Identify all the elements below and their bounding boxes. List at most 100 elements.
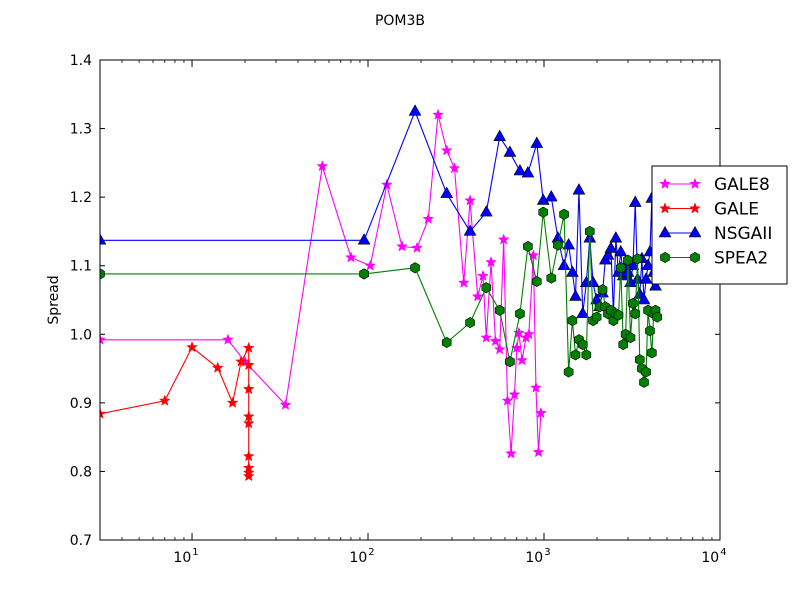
data-point-nsgaii <box>513 163 527 176</box>
y-tick-label: 0.9 <box>70 396 92 412</box>
data-point-nsgaii <box>572 183 586 195</box>
data-point-nsgaii <box>463 224 477 236</box>
data-point-spea2 <box>634 354 645 366</box>
data-point-spea2 <box>538 206 549 218</box>
legend-marker <box>690 251 700 264</box>
data-point-gale <box>211 361 224 373</box>
data-point-nsgaii <box>503 145 517 157</box>
legend-marker <box>689 177 701 190</box>
data-point-spea2 <box>515 308 525 320</box>
data-point-spea2 <box>623 254 633 266</box>
data-point-gale8 <box>440 144 453 156</box>
data-point-nsgaii <box>544 190 558 202</box>
legend-label: NSGAII <box>714 224 772 244</box>
data-point-nsgaii <box>649 279 662 291</box>
legend-marker <box>660 251 670 264</box>
data-point-spea2 <box>577 339 588 351</box>
data-point-nsgaii <box>601 248 615 260</box>
data-point-gale <box>242 341 255 354</box>
data-point-gale8 <box>345 251 357 263</box>
data-point-spea2 <box>494 304 505 316</box>
data-point-nsgaii <box>440 186 454 198</box>
legend: GALE8 GALE NSGAII SPEA2 <box>651 165 788 285</box>
y-tick-label: 0.8 <box>70 464 92 480</box>
data-point-spea2 <box>597 284 608 296</box>
data-point-nsgaii <box>639 272 653 284</box>
data-point-spea2 <box>615 262 626 274</box>
data-point-gale8 <box>411 241 423 253</box>
data-point-gale <box>235 355 247 367</box>
data-point-gale <box>242 358 255 371</box>
y-tick-label: 1.2 <box>70 190 92 206</box>
data-point-nsgaii <box>628 195 642 207</box>
series-line-gale <box>100 345 250 477</box>
data-point-spea2 <box>359 268 369 280</box>
data-point-nsgaii <box>562 238 575 250</box>
data-point-spea2 <box>618 339 629 351</box>
legend-marker <box>658 225 672 238</box>
axes: 0.7 0.8 0.9 1.0 1.1 1.2 1.3 1.4 101 102 103 104 <box>70 53 727 566</box>
data-point-spea2 <box>559 208 569 220</box>
data-point-spea2 <box>647 347 657 359</box>
y-tick-label: 0.7 <box>70 533 92 549</box>
data-point-spea2 <box>563 366 574 378</box>
y-tick-label: 1.1 <box>70 259 92 275</box>
data-point-gale <box>242 417 255 429</box>
data-point-spea2 <box>645 325 655 337</box>
plot-frame <box>99 59 721 541</box>
data-point-gale <box>100 407 106 419</box>
plot-area <box>100 104 664 482</box>
data-point-gale8 <box>396 240 408 252</box>
legend-item-spea2: SPEA2 <box>660 249 768 269</box>
data-point-nsgaii <box>637 292 651 305</box>
data-point-spea2 <box>591 311 602 323</box>
data-point-nsgaii <box>530 136 544 148</box>
data-point-nsgaii <box>566 265 579 277</box>
data-point-gale <box>226 396 239 408</box>
data-point-spea2 <box>652 311 663 323</box>
legend-marker <box>689 202 701 214</box>
data-point-gale8 <box>279 398 292 410</box>
data-point-spea2 <box>584 225 595 237</box>
legend-marker <box>659 177 671 190</box>
data-point-gale8 <box>422 212 435 225</box>
data-point-nsgaii <box>614 244 628 257</box>
data-point-gale8 <box>480 331 493 343</box>
x-tick-label: 101 <box>173 547 198 566</box>
series-spea2 <box>100 206 663 388</box>
data-point-spea2 <box>632 253 643 265</box>
data-point-gale8 <box>497 233 510 245</box>
data-point-gale8 <box>516 354 528 366</box>
data-point-nsgaii <box>586 275 600 288</box>
data-point-spea2 <box>641 366 651 378</box>
legend-box <box>651 165 788 285</box>
chart-title: POM3B <box>375 13 425 29</box>
x-tick-label: 103 <box>525 547 550 566</box>
data-point-spea2 <box>546 272 557 284</box>
legend-item-gale8: GALE8 <box>659 175 770 195</box>
data-point-gale8 <box>100 333 106 345</box>
y-axis-label: Spread <box>46 275 62 324</box>
data-point-spea2 <box>628 297 638 309</box>
data-point-nsgaii <box>609 231 623 243</box>
data-point-gale8 <box>489 334 502 347</box>
data-point-spea2 <box>410 262 420 274</box>
data-point-gale <box>242 450 255 462</box>
data-point-spea2 <box>523 240 533 253</box>
legend-label: GALE <box>714 200 759 220</box>
data-point-spea2 <box>505 356 515 368</box>
data-point-nsgaii <box>557 258 571 270</box>
data-point-nsgaii <box>408 104 422 116</box>
data-point-spea2 <box>625 332 636 344</box>
legend-label: GALE8 <box>714 175 770 195</box>
data-point-gale8 <box>471 290 484 302</box>
series-gale8 <box>100 108 547 459</box>
data-point-gale8 <box>512 326 525 338</box>
data-point-gale <box>158 394 171 406</box>
data-point-gale8 <box>222 333 234 345</box>
data-point-spea2 <box>567 315 578 327</box>
data-point-gale8 <box>530 381 542 393</box>
data-point-gale8 <box>432 108 444 120</box>
y-tick-label: 1.0 <box>70 327 92 343</box>
